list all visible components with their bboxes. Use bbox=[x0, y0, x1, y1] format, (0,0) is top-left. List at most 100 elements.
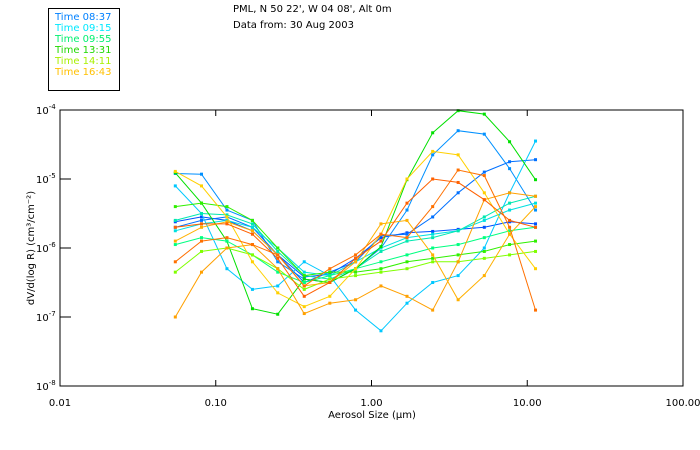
data-point bbox=[431, 260, 435, 264]
data-point bbox=[302, 277, 306, 281]
data-point bbox=[276, 270, 280, 274]
data-point bbox=[379, 245, 383, 249]
data-point bbox=[405, 236, 409, 240]
y-tick-base: 10 bbox=[36, 244, 49, 255]
x-tick-label: 100.00 bbox=[666, 398, 700, 409]
x-tick-label: 0.10 bbox=[205, 398, 227, 409]
data-point bbox=[328, 281, 332, 284]
y-tick-exp: -4 bbox=[49, 103, 57, 111]
data-point bbox=[379, 239, 383, 243]
data-point bbox=[173, 218, 177, 222]
legend-item: Time 08:37 bbox=[55, 12, 112, 23]
data-point bbox=[302, 284, 306, 288]
data-point bbox=[302, 270, 306, 274]
data-point bbox=[431, 236, 435, 240]
data-point bbox=[225, 246, 229, 250]
data-point bbox=[250, 260, 254, 264]
data-point bbox=[225, 205, 229, 209]
y-tick-label: 10-4 bbox=[36, 103, 56, 117]
data-point bbox=[456, 191, 460, 195]
data-point bbox=[534, 267, 538, 271]
data-point bbox=[173, 184, 177, 188]
data-point bbox=[405, 201, 409, 205]
data-point bbox=[456, 298, 460, 302]
x-tick-label: 1.00 bbox=[360, 398, 382, 409]
data-point bbox=[431, 215, 435, 219]
y-tick-label: 10-8 bbox=[36, 379, 56, 393]
data-point bbox=[482, 198, 486, 202]
data-point bbox=[302, 294, 306, 298]
data-point bbox=[354, 270, 358, 274]
legend-item: Time 09:15 bbox=[55, 23, 112, 34]
data-point bbox=[354, 256, 358, 260]
data-point bbox=[328, 274, 332, 278]
y-tick-label: 10-5 bbox=[36, 172, 56, 186]
data-point bbox=[534, 249, 538, 253]
data-point bbox=[456, 260, 460, 264]
x-axis-label: Aerosol Size (µm) bbox=[328, 410, 416, 421]
data-point bbox=[534, 308, 538, 312]
data-point bbox=[328, 294, 332, 298]
data-point bbox=[250, 287, 254, 291]
y-tick-exp: -6 bbox=[49, 241, 57, 249]
data-point bbox=[225, 213, 229, 217]
legend-item: Time 16:43 bbox=[55, 67, 112, 78]
data-point bbox=[173, 270, 177, 274]
data-point bbox=[508, 208, 512, 212]
data-point bbox=[199, 225, 203, 229]
series-line bbox=[175, 202, 536, 277]
data-point bbox=[276, 246, 280, 250]
legend-item: Time 13:31 bbox=[55, 45, 112, 56]
data-point bbox=[482, 256, 486, 260]
data-point bbox=[431, 281, 435, 284]
data-point bbox=[534, 194, 538, 198]
y-tick-base: 10 bbox=[36, 313, 49, 324]
data-point bbox=[276, 253, 280, 257]
data-point bbox=[456, 168, 460, 172]
series-line bbox=[174, 110, 536, 315]
data-point bbox=[276, 249, 280, 253]
data-point bbox=[508, 167, 512, 171]
data-point bbox=[508, 229, 512, 233]
data-point bbox=[405, 267, 409, 271]
data-point bbox=[302, 281, 306, 284]
data-point bbox=[379, 260, 383, 264]
y-tick-exp: -8 bbox=[49, 379, 56, 387]
data-point bbox=[508, 140, 512, 144]
data-point bbox=[534, 239, 538, 243]
data-point bbox=[302, 274, 306, 278]
data-point bbox=[456, 109, 460, 113]
x-tick-label: 10.00 bbox=[513, 398, 542, 409]
data-point bbox=[482, 246, 486, 250]
data-point bbox=[534, 225, 538, 229]
data-point bbox=[431, 149, 435, 153]
y-tick-base: 10 bbox=[36, 382, 49, 393]
data-point bbox=[276, 267, 280, 271]
y-axis-label: dV/d(log R) (cm³/cm⁻²) bbox=[26, 191, 37, 305]
data-point bbox=[328, 270, 332, 274]
data-point bbox=[456, 153, 460, 157]
data-point bbox=[302, 305, 306, 309]
data-point bbox=[199, 222, 203, 226]
data-point bbox=[482, 174, 486, 178]
data-point bbox=[456, 243, 460, 247]
data-point bbox=[534, 222, 538, 226]
data-point bbox=[534, 205, 538, 209]
data-point bbox=[482, 225, 486, 229]
data-point bbox=[173, 205, 177, 209]
series-3 bbox=[173, 139, 538, 333]
data-point bbox=[276, 291, 280, 295]
data-point bbox=[250, 222, 254, 226]
data-point bbox=[431, 153, 435, 157]
data-point bbox=[405, 232, 409, 236]
data-point bbox=[199, 249, 203, 253]
data-point bbox=[276, 260, 280, 264]
data-point bbox=[199, 172, 203, 176]
data-point bbox=[482, 112, 486, 116]
data-point bbox=[225, 215, 229, 219]
data-point bbox=[250, 218, 254, 222]
series-line bbox=[174, 169, 536, 311]
data-point bbox=[199, 201, 203, 205]
data-point bbox=[225, 239, 229, 243]
